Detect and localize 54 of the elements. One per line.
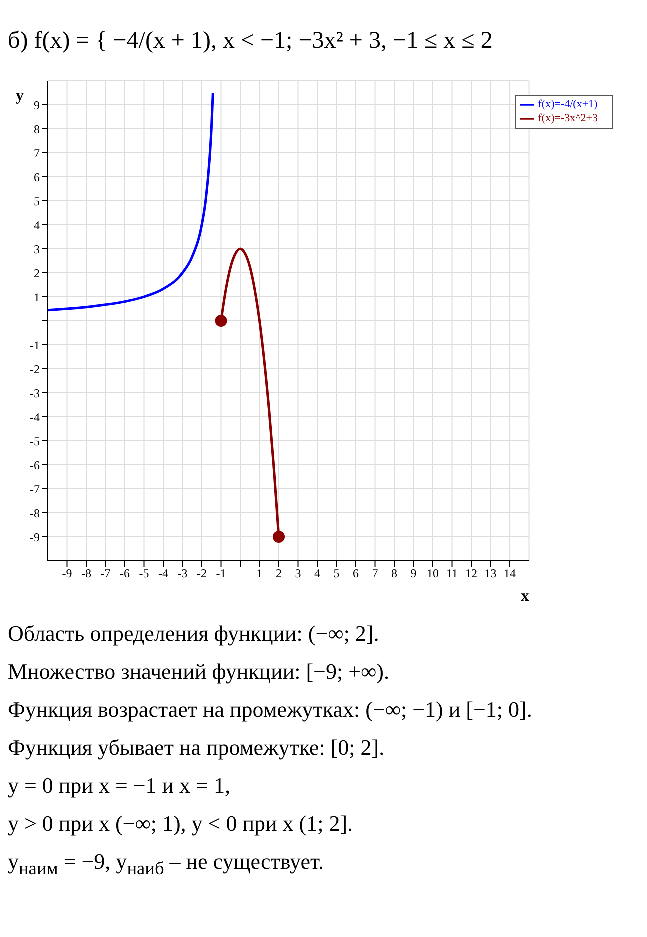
x-tick-label: -6 <box>120 566 130 581</box>
y-tick-label: 6 <box>34 170 40 184</box>
y-tick-label: 5 <box>34 194 40 208</box>
y-tick-label: -7 <box>30 482 40 496</box>
x-tick-label: 8 <box>392 566 398 581</box>
text: y > 0 при x (−∞; 1), y < 0 при x (1; 2]. <box>8 810 354 838</box>
x-tick-label: 7 <box>372 566 378 581</box>
y-tick-label: -8 <box>30 506 40 520</box>
y-tick-label: -3 <box>30 386 40 400</box>
x-tick-label: 2 <box>276 566 282 581</box>
text: Функция убывает на промежутке: [0; 2]. <box>8 734 386 762</box>
x-tick-label: -5 <box>139 566 150 581</box>
y-tick-label: 3 <box>34 242 40 256</box>
x-tick-label: -3 <box>178 566 188 581</box>
y-tick-label: -2 <box>30 362 40 376</box>
x-tick-label: -9 <box>62 566 72 581</box>
x-tick-label: 6 <box>353 566 360 581</box>
y-tick-label: 9 <box>34 98 40 112</box>
y-tick-label: -5 <box>30 434 40 448</box>
y-tick-label: 4 <box>34 218 40 232</box>
text: Функция возрастает на промежутках: (−∞; −1) и [−1; 0]. <box>8 696 534 724</box>
y-tick-label: 8 <box>34 122 40 136</box>
y-tick-label: 1 <box>34 290 40 304</box>
y-tick-label: -9 <box>30 530 40 544</box>
x-tick-label: 12 <box>466 566 478 581</box>
y-tick-label: 7 <box>34 146 40 160</box>
text: y = 0 при x = −1 и x = 1, <box>8 772 232 800</box>
y-tick-label: -1 <box>30 338 40 352</box>
x-tick-label: 1 <box>256 566 263 581</box>
y-tick-label: 2 <box>34 266 40 280</box>
x-tick-label: -1 <box>216 566 226 581</box>
x-tick-label: 5 <box>334 566 340 581</box>
x-tick-label: 14 <box>504 566 516 581</box>
text: y$_{наим}$ = −9, y$_{наиб}$ – не существует. <box>8 848 325 880</box>
x-tick-label: 3 <box>295 566 302 581</box>
line-series <box>48 92 214 312</box>
y-tick-label: -6 <box>30 458 40 472</box>
x-tick-label: -2 <box>197 566 208 581</box>
x-tick-label: 11 <box>446 566 458 581</box>
x-tick-label: 10 <box>427 566 440 581</box>
x-tick-label: 9 <box>410 566 417 581</box>
text: Область определения функции: (−∞; 2]. <box>8 620 380 648</box>
x-tick-label: 4 <box>314 566 321 581</box>
x-tick-label: -7 <box>100 566 111 581</box>
chart-title: б) f(x) = { −4/(x + 1), x < −1; −3x² + 3, −1 ≤ x ≤ 2 <box>8 27 494 56</box>
x-tick-label: -4 <box>158 566 169 581</box>
x-tick-label: 13 <box>484 566 497 581</box>
x-tick-label: -8 <box>82 566 92 581</box>
text: Множество значений функции: [−9; +∞). <box>8 658 390 686</box>
legend-label: f(x)=-3x^2+3 <box>538 112 598 125</box>
y-axis-title: y <box>16 87 24 104</box>
x-axis-title: x <box>521 588 530 605</box>
legend-label: f(x)=-4/(x+1) <box>538 98 598 111</box>
y-tick-label: -4 <box>30 410 40 424</box>
